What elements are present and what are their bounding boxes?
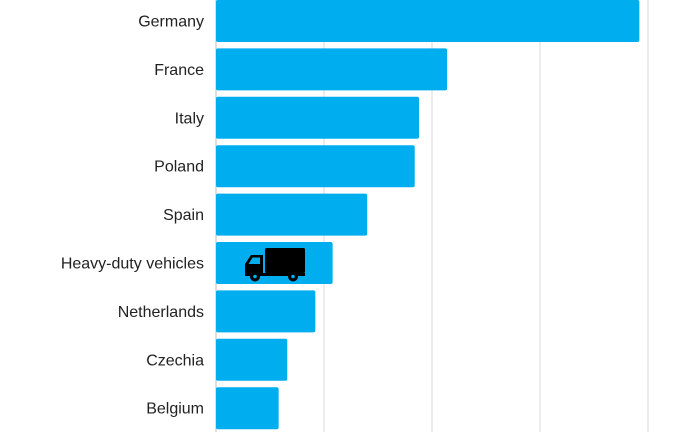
category-label-czechia: Czechia bbox=[146, 352, 204, 369]
bar-czechia bbox=[216, 338, 288, 381]
bar-belgium bbox=[216, 387, 279, 430]
category-label-italy: Italy bbox=[175, 110, 204, 127]
truck-icon bbox=[245, 248, 305, 282]
category-label-belgium: Belgium bbox=[146, 401, 204, 418]
bar-netherlands bbox=[216, 290, 316, 333]
category-label-germany: Germany bbox=[138, 14, 204, 31]
bars bbox=[216, 0, 640, 430]
category-labels: Germany France Italy Poland Spain Heavy-duty … bbox=[61, 14, 204, 418]
bar-poland bbox=[216, 145, 415, 188]
icons bbox=[245, 248, 305, 282]
category-label-netherlands: Netherlands bbox=[118, 304, 204, 321]
bar-france bbox=[216, 48, 448, 91]
bar-germany bbox=[216, 0, 640, 42]
bar-italy bbox=[216, 96, 420, 139]
category-label-poland: Poland bbox=[154, 159, 204, 176]
category-label-spain: Spain bbox=[163, 207, 204, 224]
category-label-heavy-duty-vehicles: Heavy-duty vehicles bbox=[61, 256, 204, 273]
category-label-france: France bbox=[154, 62, 204, 79]
bar-spain bbox=[216, 193, 368, 236]
